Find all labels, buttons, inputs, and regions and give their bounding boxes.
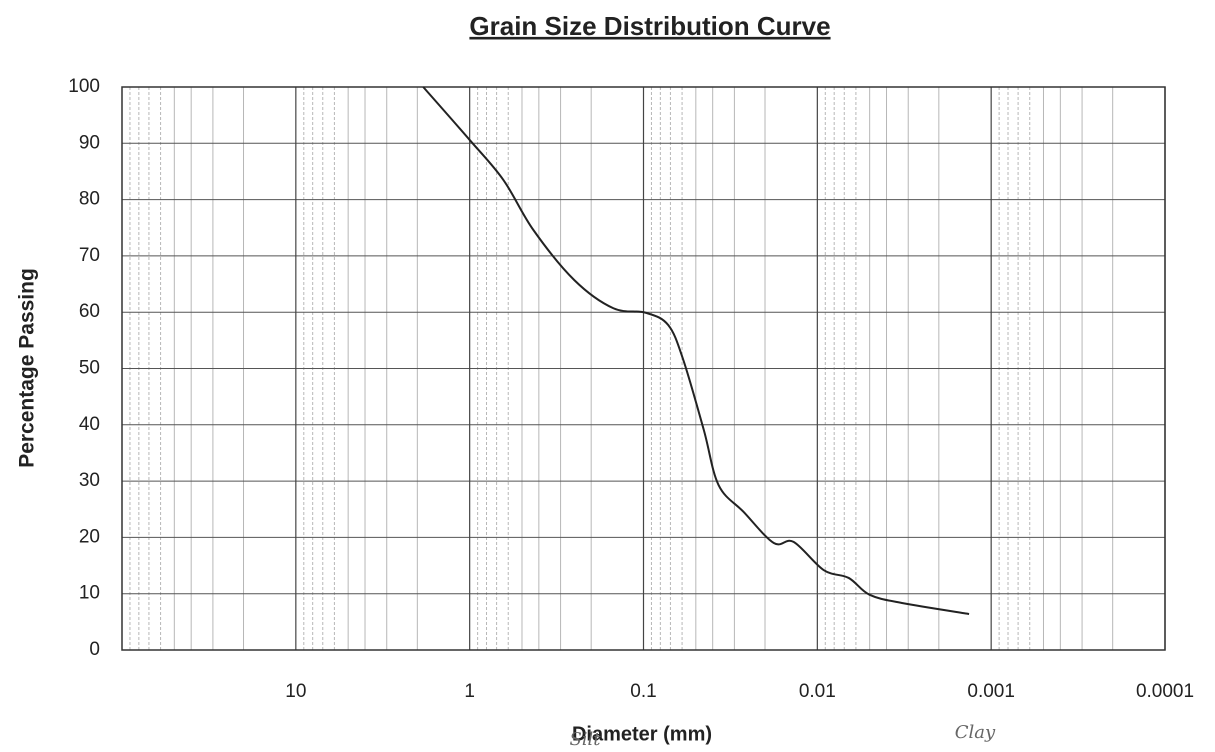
y-tick-label: 100: [68, 76, 100, 97]
x-tick-label: 0.1: [630, 681, 656, 702]
y-tick-label: 0: [89, 639, 100, 660]
y-tick-label: 60: [79, 301, 100, 322]
x-tick-label: 1: [464, 681, 475, 702]
y-tick-label: 90: [79, 132, 100, 153]
x-tick-label: 0.0001: [1136, 681, 1194, 702]
y-axis-label: Percentage Passing: [16, 268, 39, 468]
y-tick-label: 20: [79, 526, 100, 547]
grading-curve: [422, 86, 970, 615]
chart-title: Grain Size Distribution Curve: [469, 11, 830, 41]
x-tick-label: 0.001: [967, 681, 1015, 702]
x-tick-label: 0.01: [799, 681, 836, 702]
x-tick-label: 10: [285, 681, 306, 702]
y-tick-label: 70: [79, 245, 100, 266]
y-tick-label: 40: [79, 414, 100, 435]
y-tick-label: 50: [79, 358, 100, 379]
plot-frame: [121, 86, 1166, 651]
annotation: Clay: [955, 722, 996, 743]
annotation: Silt: [569, 729, 601, 750]
y-tick-label: 30: [79, 470, 100, 491]
y-tick-label: 10: [79, 583, 100, 604]
y-tick-label: 80: [79, 189, 100, 210]
x-axis-label: Diameter (mm): [572, 723, 712, 745]
